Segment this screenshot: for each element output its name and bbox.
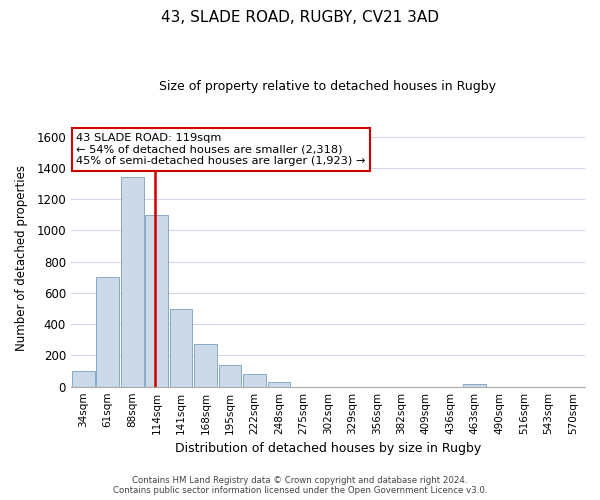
Bar (194, 344, 217, 387)
Bar (145, 215, 168, 386)
Y-axis label: Number of detached properties: Number of detached properties (15, 165, 28, 351)
Bar (96, 278, 119, 386)
Bar (218, 365, 241, 386)
Text: 43 SLADE ROAD: 119sqm
← 54% of detached houses are smaller (2,318)
45% of semi-d: 43 SLADE ROAD: 119sqm ← 54% of detached … (76, 133, 365, 166)
Text: Contains HM Land Registry data © Crown copyright and database right 2024.
Contai: Contains HM Land Registry data © Crown c… (113, 476, 487, 495)
X-axis label: Distribution of detached houses by size in Rugby: Distribution of detached houses by size … (175, 442, 481, 455)
Title: Size of property relative to detached houses in Rugby: Size of property relative to detached ho… (160, 80, 496, 93)
Bar (72, 371, 95, 386)
Bar (463, 384, 486, 386)
Text: 43, SLADE ROAD, RUGBY, CV21 3AD: 43, SLADE ROAD, RUGBY, CV21 3AD (161, 10, 439, 25)
Bar (268, 382, 290, 386)
Bar (243, 374, 266, 386)
Bar (170, 308, 193, 386)
Bar (121, 178, 143, 386)
